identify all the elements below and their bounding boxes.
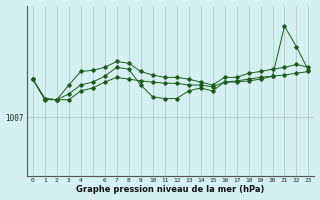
X-axis label: Graphe pression niveau de la mer (hPa): Graphe pression niveau de la mer (hPa) <box>76 185 265 194</box>
